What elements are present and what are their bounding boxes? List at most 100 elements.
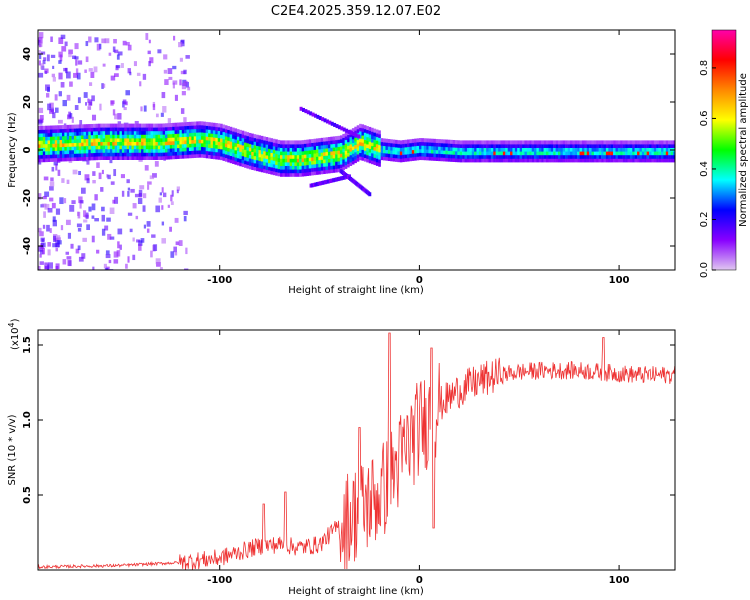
heatmap-cell — [514, 151, 518, 156]
heatmap-cell — [102, 138, 106, 142]
heatmap-cell — [88, 152, 91, 157]
heatmap-cell — [165, 144, 168, 149]
heatmap-cell — [212, 155, 216, 160]
heatmap-cell — [481, 154, 484, 159]
heatmap-cell — [361, 127, 365, 132]
heatmap-cell — [354, 137, 357, 142]
heatmap-cell — [52, 243, 57, 248]
heatmap-cell — [114, 148, 118, 153]
heatmap-cell — [61, 46, 67, 52]
heatmap-cell — [402, 150, 405, 155]
heatmap-cell — [275, 157, 278, 162]
heatmap-cell — [73, 128, 77, 133]
heatmap-cell — [59, 146, 63, 151]
heatmap-cell — [193, 132, 197, 137]
heatmap-cell — [332, 140, 336, 145]
heatmap-cell — [167, 68, 173, 75]
heatmap-cell — [315, 167, 319, 172]
heatmap-cell — [380, 138, 384, 143]
heatmap-cell — [133, 61, 137, 67]
heatmap-cell — [308, 168, 312, 173]
heatmap-cell — [512, 151, 516, 156]
heatmap-cell — [402, 140, 405, 145]
heatmap-cell — [459, 140, 463, 145]
heatmap-cell — [567, 144, 571, 148]
heatmap-cell — [354, 159, 357, 164]
heatmap-cell — [83, 219, 88, 223]
heatmap-cell — [131, 134, 135, 139]
heatmap-cell — [608, 140, 611, 145]
y-tick-label: 1.0 — [22, 411, 33, 429]
heatmap-cell — [155, 145, 159, 150]
heatmap-cell — [495, 158, 499, 163]
heatmap-cell — [48, 262, 53, 269]
heatmap-cell — [246, 160, 250, 165]
heatmap-cell — [366, 126, 369, 131]
heatmap-cell — [229, 126, 233, 131]
heatmap-cell — [349, 144, 353, 148]
heatmap-cell — [41, 242, 46, 248]
heatmap-cell — [236, 143, 240, 148]
heatmap-cell — [318, 166, 321, 171]
heatmap-cell — [361, 156, 365, 161]
heatmap-cell — [172, 130, 175, 135]
heatmap-cell — [143, 156, 147, 160]
heatmap-cell — [268, 159, 271, 164]
heatmap-cell — [174, 147, 178, 152]
heatmap-cell — [510, 144, 513, 148]
heatmap-cell — [373, 143, 377, 148]
heatmap-cell — [93, 138, 96, 143]
heatmap-cell — [538, 154, 542, 159]
heatmap-cell — [241, 163, 245, 168]
heatmap-cell — [589, 151, 592, 156]
heatmap-cell — [531, 147, 535, 152]
heatmap-cell — [38, 129, 41, 134]
heatmap-cell — [366, 140, 369, 145]
heatmap-cell — [336, 177, 340, 182]
heatmap-cell — [344, 136, 348, 141]
heatmap-cell — [373, 157, 377, 162]
heatmap-cell — [555, 158, 559, 163]
heatmap-cell — [258, 135, 262, 140]
heatmap-cell — [557, 147, 561, 152]
heatmap-cell — [77, 245, 81, 251]
heatmap-cell — [90, 138, 94, 143]
heatmap-cell — [45, 154, 48, 159]
heatmap-cell — [64, 142, 67, 147]
heatmap-cell — [64, 124, 67, 129]
heatmap-cell — [61, 153, 65, 158]
heatmap-cell — [196, 125, 199, 130]
heatmap-cell — [272, 142, 276, 147]
heatmap-cell — [323, 144, 326, 149]
heatmap-cell — [97, 138, 101, 143]
heatmap-cell — [71, 149, 75, 154]
heatmap-cell — [522, 144, 525, 148]
heatmap-cell — [146, 228, 150, 233]
heatmap-cell — [306, 164, 309, 169]
heatmap-cell — [47, 129, 51, 134]
heatmap-cell — [553, 140, 556, 145]
heatmap-cell — [263, 165, 266, 170]
heatmap-cell — [629, 158, 633, 163]
heatmap-cell — [79, 202, 82, 209]
heatmap-cell — [78, 149, 82, 154]
heatmap-cell — [119, 152, 123, 157]
heatmap-cell — [617, 151, 621, 156]
heatmap-cell — [471, 144, 475, 148]
heatmap-cell — [656, 151, 659, 156]
heatmap-cell — [363, 135, 367, 140]
heatmap-cell — [510, 147, 513, 152]
heatmap-cell — [342, 159, 345, 164]
heatmap-cell — [105, 156, 108, 160]
heatmap-cell — [251, 151, 254, 156]
heatmap-cell — [179, 144, 182, 149]
heatmap-cell — [327, 151, 331, 156]
heatmap-cell — [167, 151, 170, 156]
heatmap-cell — [385, 153, 389, 158]
heatmap-cell — [100, 123, 103, 128]
heatmap-cell — [342, 133, 345, 138]
heatmap-cell — [76, 138, 79, 143]
heatmap-cell — [234, 128, 238, 133]
heatmap-cell — [176, 151, 180, 156]
heatmap-cell — [117, 123, 120, 128]
